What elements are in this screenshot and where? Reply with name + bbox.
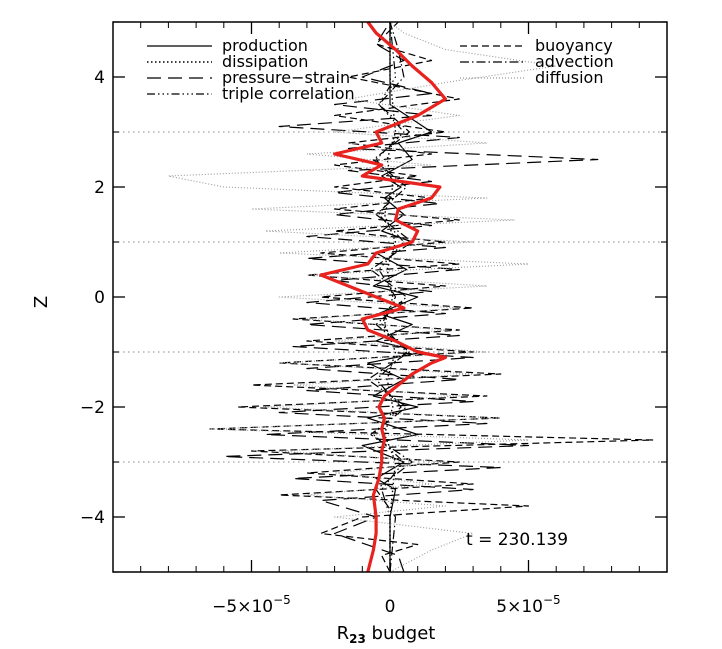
series-line-red-profile <box>319 21 447 573</box>
y-tick-label-0: −4 <box>80 508 105 528</box>
legend-label-pressure-strain: pressure−strain <box>222 68 350 87</box>
legend-label-dissipation: dissipation <box>222 52 308 71</box>
legend-label-advection: advection <box>535 52 614 71</box>
legend-entry-dissipation: dissipation <box>147 52 308 71</box>
axis-ticks: −4 −2 0 2 4 −5×10−5 0 5×10−5 <box>80 21 668 617</box>
series-line-pressure-strain <box>223 21 599 573</box>
legend: production dissipation pressure−strain t… <box>147 36 614 103</box>
y-tick-label-2: 0 <box>94 288 105 308</box>
series-line-diffusion <box>167 21 557 573</box>
y-tick-label-4: 4 <box>94 68 105 88</box>
series-line-advection <box>367 21 413 573</box>
y-tick-label-1: −2 <box>80 398 105 418</box>
x-tick-label-1: 0 <box>385 597 396 617</box>
time-annotation: t = 230.139 <box>466 530 568 550</box>
legend-label-buoyancy: buoyancy <box>535 36 613 55</box>
y-tick-label-3: 2 <box>94 178 105 198</box>
series-layer <box>167 21 654 573</box>
series-line-triple-correlation <box>372 21 408 572</box>
legend-entry-pressure-strain: pressure−strain <box>147 68 350 87</box>
x-axis-label-rest: budget <box>366 623 436 644</box>
y-axis-label: Z <box>31 296 52 308</box>
x-tick-label-2: 5×10−5 <box>496 593 560 617</box>
legend-label-production: production <box>222 36 308 55</box>
legend-entry-advection: advection <box>460 52 614 71</box>
x-axis-label-main: R <box>337 623 350 644</box>
legend-entry-production: production <box>147 36 308 55</box>
legend-label-triple-correlation: triple correlation <box>222 84 355 103</box>
x-axis-label-subscript: 23 <box>349 632 366 646</box>
x-tick-label-0: −5×10−5 <box>212 593 291 617</box>
x-axis-label: R23 budget <box>337 623 436 646</box>
legend-label-diffusion: diffusion <box>535 68 603 87</box>
legend-entry-triple-correlation: triple correlation <box>147 84 355 103</box>
legend-entry-buoyancy: buoyancy <box>460 36 613 55</box>
legend-entry-diffusion: diffusion <box>460 68 603 87</box>
